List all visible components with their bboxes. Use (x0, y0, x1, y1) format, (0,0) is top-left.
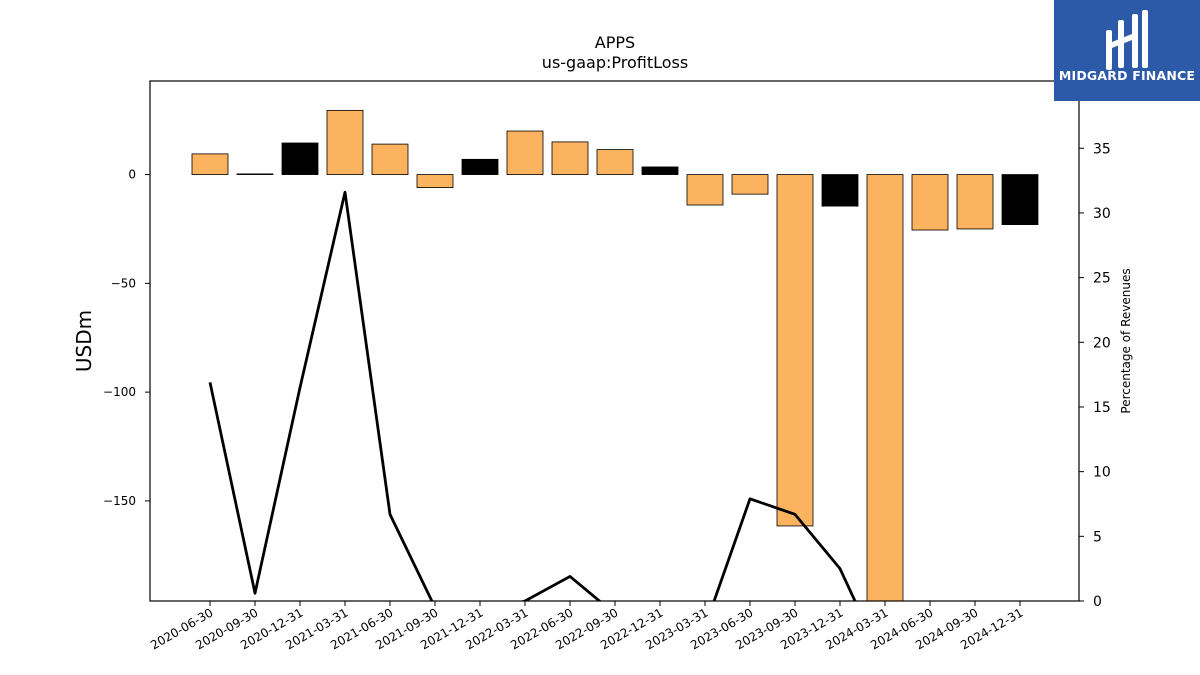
y2tick-label: 30 (1093, 206, 1111, 222)
ytick-label: 0 (128, 168, 136, 182)
logo-background (1054, 0, 1200, 101)
ytick-label: −150 (103, 494, 136, 508)
chart-subtitle: us-gaap:ProfitLoss (542, 53, 688, 72)
midgard-finance-logo: MIDGARD FINANCE (1054, 0, 1200, 101)
y2tick-label: 5 (1093, 529, 1102, 545)
percentage-line (208, 190, 857, 601)
y2tick-label: 10 (1093, 465, 1111, 481)
bar-2021-06-30 (371, 143, 409, 175)
y2-axis-label: Percentage of Revenues (1119, 268, 1133, 413)
y2tick-label: 0 (1093, 594, 1102, 610)
bar-2023-03-31 (686, 174, 724, 206)
x-axis: 2020-06-302020-09-302020-12-312021-03-31… (148, 601, 1026, 652)
logo-text: MIDGARD FINANCE (1058, 68, 1196, 83)
logo-mark-icon (1106, 10, 1148, 70)
bar-2021-12-31 (461, 158, 499, 175)
bar-2022-06-30 (551, 141, 589, 175)
bar-2023-09-30 (776, 174, 814, 527)
y2tick-label: 25 (1093, 271, 1111, 287)
y2tick-label: 20 (1093, 335, 1111, 351)
bar-2022-03-31 (506, 130, 544, 175)
bar-2024-06-30 (911, 174, 949, 231)
chart-title: APPS (595, 33, 635, 52)
logo-bg (1054, 0, 1200, 101)
bar-2022-12-31 (641, 166, 679, 175)
bar-2022-09-30 (596, 149, 634, 175)
y-axis-right: 0510152025303540 (1079, 77, 1111, 610)
bar-2024-09-30 (956, 174, 994, 230)
ytick-label: −100 (103, 385, 136, 399)
bar-2021-03-31 (326, 109, 364, 175)
bar-2020-09-30 (236, 173, 274, 175)
bar-series (191, 109, 1039, 602)
bar-2024-12-31 (1001, 174, 1039, 225)
y2tick-label: 35 (1093, 141, 1111, 157)
bar-2023-06-30 (731, 174, 769, 195)
line-series (208, 190, 857, 601)
y-axis-label: USDm (72, 310, 96, 372)
bar-2020-06-30 (191, 153, 229, 175)
y-axis-left: 0 −50 −100 −150 (103, 168, 150, 508)
bar-2020-12-31 (281, 142, 319, 175)
bar-2024-03-31 (866, 174, 904, 602)
y2tick-label: 15 (1093, 400, 1111, 416)
ytick-label: −50 (111, 276, 136, 290)
bar-2023-12-31 (821, 174, 859, 207)
bar-2021-09-30 (416, 174, 454, 189)
